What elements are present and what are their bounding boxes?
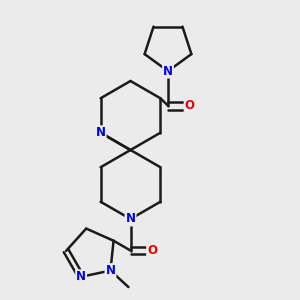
Text: O: O	[184, 99, 195, 112]
Text: N: N	[106, 264, 116, 277]
Text: N: N	[96, 126, 106, 139]
Text: O: O	[147, 244, 157, 257]
Text: N: N	[76, 270, 86, 283]
Text: N: N	[125, 212, 136, 226]
Text: N: N	[163, 64, 173, 78]
